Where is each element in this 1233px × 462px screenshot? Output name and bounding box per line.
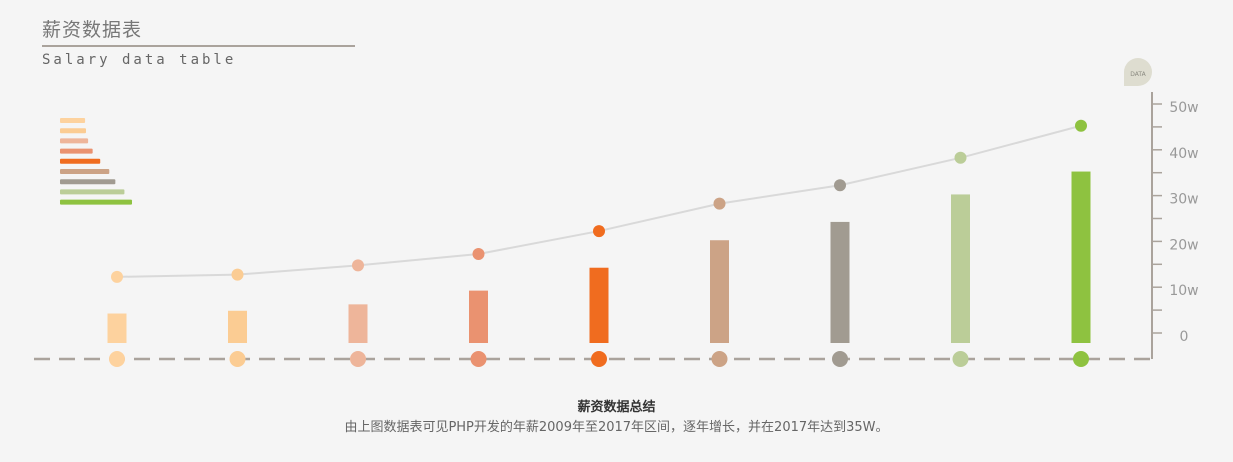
y-tick-label: 30w xyxy=(1169,192,1198,208)
bar xyxy=(107,313,127,343)
legend-swatch xyxy=(60,118,86,123)
legend-swatch xyxy=(60,189,125,195)
baseline-dot xyxy=(470,351,487,367)
page-title: 薪资数据表 xyxy=(42,19,143,41)
legend-swatch xyxy=(60,148,93,154)
summary-title: 薪资数据总结 xyxy=(577,400,656,415)
legend-swatch xyxy=(60,128,86,134)
line-point xyxy=(111,270,123,283)
line-point xyxy=(834,179,846,192)
bar xyxy=(710,240,729,343)
baseline-dot xyxy=(350,351,366,367)
bar xyxy=(1071,171,1091,343)
line-point xyxy=(713,197,726,210)
y-tick-label: 10w xyxy=(1169,283,1198,299)
baseline-dot xyxy=(591,351,607,367)
legend-swatch xyxy=(60,158,101,164)
y-tick-label: 20w xyxy=(1169,237,1198,253)
summary-text: 由上图数据表可见PHP开发的年薪2009年至2017年区间，逐年增长，并在201… xyxy=(344,420,889,435)
page-subtitle: Salary data table xyxy=(42,52,237,68)
baseline-dot xyxy=(832,351,848,367)
title-divider xyxy=(42,45,355,47)
bar xyxy=(228,310,247,343)
bar xyxy=(589,267,609,343)
legend-swatch xyxy=(60,138,89,144)
baseline-dot xyxy=(109,351,125,367)
baseline-dot xyxy=(952,351,969,367)
baseline-dot xyxy=(1073,351,1089,367)
line-point xyxy=(1075,119,1087,132)
baseline-dot xyxy=(229,351,246,367)
legend-swatch xyxy=(60,179,116,185)
baseline-dot xyxy=(711,351,728,367)
bar xyxy=(348,304,368,343)
data-badge-label: DATA xyxy=(1130,71,1146,78)
line-point xyxy=(352,259,364,272)
data-badge xyxy=(1124,58,1152,86)
line-point xyxy=(231,268,244,281)
legend-swatch xyxy=(60,199,132,205)
bar xyxy=(469,290,488,343)
y-tick-label: 0 xyxy=(1180,329,1189,345)
line-point xyxy=(593,225,605,238)
line-point xyxy=(954,151,967,164)
legend-swatch xyxy=(60,169,110,174)
y-tick-label: 50w xyxy=(1169,100,1198,116)
trend-line xyxy=(116,124,1082,278)
bar xyxy=(951,194,970,343)
y-tick-label: 40w xyxy=(1169,146,1198,162)
line-point xyxy=(472,247,485,260)
bar xyxy=(830,221,850,343)
